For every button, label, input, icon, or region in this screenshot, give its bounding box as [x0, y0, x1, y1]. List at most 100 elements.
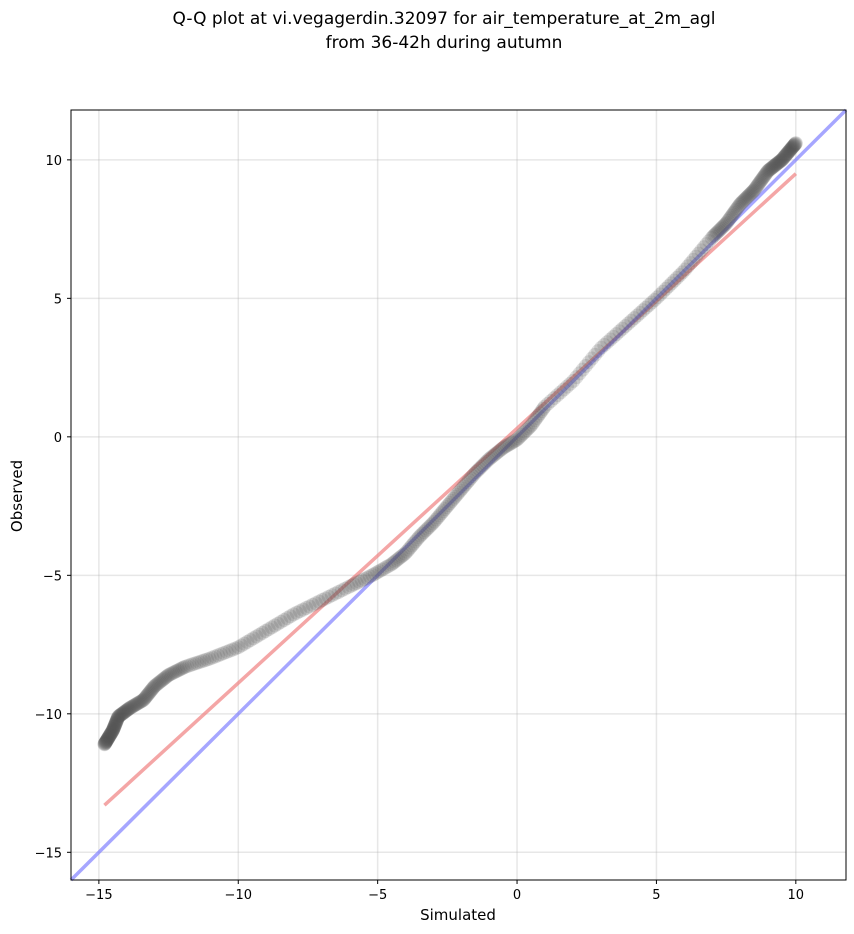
data-point [647, 292, 662, 307]
data-point [163, 667, 178, 682]
data-point [391, 551, 406, 566]
data-point [748, 181, 763, 196]
data-point [575, 362, 590, 377]
data-point [446, 491, 461, 506]
data-point [129, 697, 144, 712]
data-point [764, 161, 779, 176]
chart-subtitle: from 36-42h during autumn [326, 33, 563, 53]
data-point [434, 506, 449, 521]
data-point [556, 382, 571, 397]
data-point [735, 194, 750, 209]
data-point [653, 287, 668, 302]
data-point [168, 664, 183, 679]
data-point [714, 220, 729, 235]
data-point [160, 668, 175, 683]
data-point [120, 702, 135, 717]
data-point [711, 224, 726, 239]
data-point [746, 184, 761, 199]
data-point [672, 268, 687, 283]
data-point [231, 640, 246, 655]
data-point [770, 156, 785, 171]
data-point [719, 215, 734, 230]
data-point [415, 526, 430, 541]
data-point [523, 419, 538, 434]
data-point [261, 622, 276, 637]
data-point [713, 221, 728, 236]
data-point [384, 557, 399, 572]
data-point [694, 243, 709, 258]
data-point [234, 638, 249, 653]
data-point [367, 566, 382, 581]
data-point [534, 404, 549, 419]
data-point [103, 726, 118, 741]
data-point [109, 714, 124, 729]
data-point [757, 168, 772, 183]
data-point [727, 204, 742, 219]
data-point [133, 694, 148, 709]
data-point [394, 549, 409, 564]
data-point [723, 210, 738, 225]
data-point [274, 614, 289, 629]
data-point [650, 290, 665, 305]
data-point [578, 358, 593, 373]
data-point [104, 725, 119, 740]
data-point [98, 735, 113, 750]
y-tick-label: −10 [35, 708, 62, 723]
data-point [432, 508, 447, 523]
data-point [731, 199, 746, 214]
data-point [699, 237, 714, 252]
data-point [302, 599, 317, 614]
data-point [171, 663, 186, 678]
data-point [460, 475, 475, 490]
data-point [501, 437, 516, 452]
data-point [103, 727, 118, 742]
data-point [783, 142, 798, 157]
data-point [130, 696, 145, 711]
data-point [624, 313, 639, 328]
data-point [484, 450, 499, 465]
data-point [107, 719, 122, 734]
data-point [768, 157, 783, 172]
data-point [153, 674, 168, 689]
data-point [627, 311, 642, 326]
data-point [202, 651, 217, 666]
data-point [237, 636, 252, 651]
data-point [762, 162, 777, 177]
data-point [667, 273, 682, 288]
data-point [527, 413, 542, 428]
data-point [755, 171, 770, 186]
data-point [102, 728, 117, 743]
data-point [781, 145, 796, 160]
data-point [618, 319, 633, 334]
data-point [633, 305, 648, 320]
data-point [164, 666, 179, 681]
data-point [786, 138, 801, 153]
data-point [513, 429, 528, 444]
data-point [219, 644, 234, 659]
data-point [489, 446, 504, 461]
data-point [146, 680, 161, 695]
data-point [782, 144, 797, 159]
data-point [308, 596, 323, 611]
data-point [372, 564, 387, 579]
data-point [377, 561, 392, 576]
data-point [504, 435, 519, 450]
x-tick-label: 10 [788, 888, 805, 903]
data-point [107, 718, 122, 733]
data-point [737, 192, 752, 207]
y-axis-label: Observed [8, 460, 26, 532]
data-point [396, 547, 411, 562]
data-point [600, 335, 615, 350]
data-point [114, 706, 129, 721]
data-point [702, 234, 717, 249]
data-point [782, 143, 797, 158]
data-point [785, 140, 800, 155]
data-point [349, 576, 364, 591]
data-point [127, 698, 142, 713]
data-point [524, 417, 539, 432]
data-point [509, 432, 524, 447]
data-point [315, 593, 330, 608]
data-point [779, 146, 794, 161]
data-point [399, 544, 414, 559]
data-point [111, 710, 126, 725]
